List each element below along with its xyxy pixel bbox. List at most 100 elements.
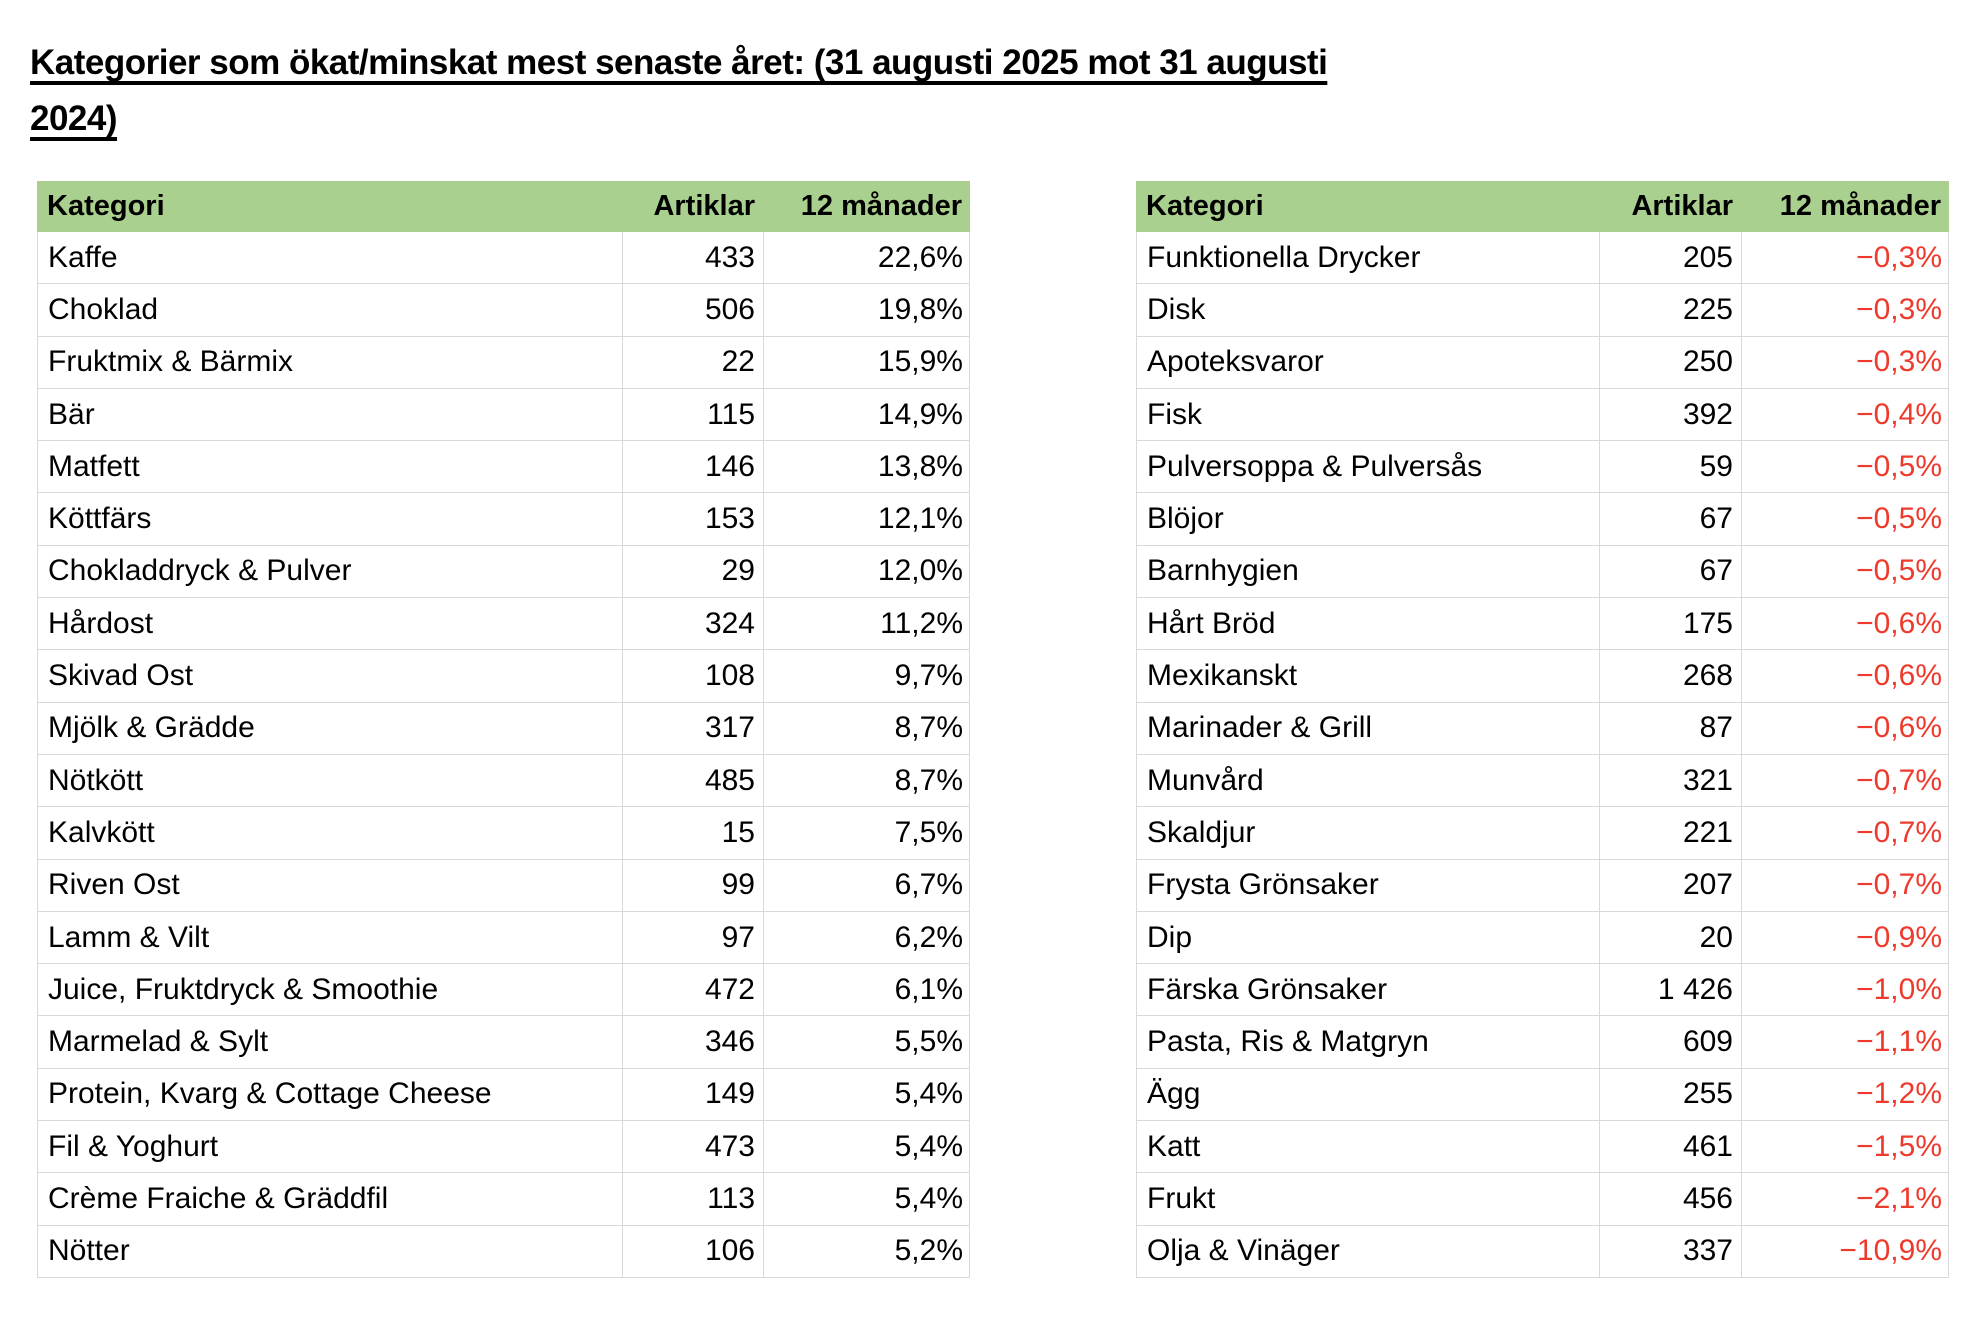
category-cell: Fisk: [1137, 388, 1600, 441]
category-cell: Pasta, Ris & Matgryn: [1137, 1016, 1600, 1068]
articles-count-cell: 317: [623, 702, 764, 754]
articles-count-cell: 15: [623, 807, 764, 859]
articles-count-cell: 113: [623, 1173, 764, 1225]
change-percent-cell: 8,7%: [894, 711, 963, 745]
table-row: Mexikanskt 268 −0,6%: [1137, 650, 1948, 703]
articles-count-cell: 346: [623, 1016, 764, 1068]
change-percent-cell: 9,7%: [894, 659, 963, 693]
table-row: Pulversoppa & Pulversås 59 −0,5%: [1137, 441, 1948, 494]
change-percent-cell: −0,6%: [1856, 659, 1942, 693]
category-cell: Frukt: [1137, 1173, 1600, 1225]
change-percent-cell: −0,6%: [1856, 606, 1942, 640]
change-percent-cell: −0,3%: [1856, 345, 1942, 379]
articles-count-cell: 59: [1600, 441, 1742, 493]
category-cell: Nötkött: [38, 754, 623, 807]
category-cell: Disk: [1137, 284, 1600, 336]
table-row: Hårdost 324 11,2%: [38, 598, 969, 651]
change-percent-cell: 12,1%: [877, 502, 963, 536]
table-row: Nötter 106 5,2%: [38, 1225, 969, 1278]
category-cell: Dip: [1137, 911, 1600, 964]
table-row: Olja & Vinäger 337 −10,9%: [1137, 1225, 1948, 1278]
change-percent-cell: 13,8%: [877, 449, 963, 483]
table-row: Marmelad & Sylt 346 5,5%: [38, 1016, 969, 1069]
increased-categories-table: Kategori Artiklar 12 månader Kaffe 433 22,…: [37, 181, 970, 1278]
category-cell: Funktionella Drycker: [1137, 232, 1600, 284]
change-percent-cell: −10,9%: [1839, 1234, 1942, 1268]
category-cell: Blöjor: [1137, 493, 1600, 545]
articles-count-cell: 67: [1600, 545, 1742, 598]
articles-count-cell: 225: [1600, 284, 1742, 336]
table-row: Barnhygien 67 −0,5%: [1137, 545, 1948, 599]
table-row: Matfett 146 13,8%: [38, 441, 969, 494]
category-cell: Riven Ost: [38, 859, 623, 911]
change-percent-cell: −0,5%: [1856, 554, 1942, 588]
table-row: Kalvkött 15 7,5%: [38, 807, 969, 860]
column-header-12-manader: 12 månader: [800, 190, 962, 222]
change-percent-cell: −0,7%: [1856, 868, 1942, 902]
table-body: Kaffe 433 22,6% Choklad 506 19,8% Fruktmix & B…: [37, 232, 970, 1278]
articles-count-cell: 1 426: [1600, 964, 1742, 1016]
articles-count-cell: 67: [1600, 493, 1742, 545]
table-row: Fil & Yoghurt 473 5,4%: [38, 1121, 969, 1174]
table-row: Pasta, Ris & Matgryn 609 −1,1%: [1137, 1016, 1948, 1069]
articles-count-cell: 22: [623, 336, 764, 388]
table-row: Chokladdryck & Pulver 29 12,0%: [38, 545, 969, 599]
category-cell: Skivad Ost: [38, 650, 623, 702]
change-percent-cell: −0,3%: [1856, 292, 1942, 326]
table-row: Lamm & Vilt 97 6,2%: [38, 911, 969, 965]
table-row: Skivad Ost 108 9,7%: [38, 650, 969, 703]
articles-count-cell: 456: [1600, 1173, 1742, 1225]
articles-count-cell: 337: [1600, 1225, 1742, 1277]
articles-count-cell: 97: [623, 911, 764, 964]
table-header-row: Kategori Artiklar 12 månader: [1136, 181, 1949, 232]
table-row: Marinader & Grill 87 −0,6%: [1137, 702, 1948, 755]
category-cell: Hårt Bröd: [1137, 598, 1600, 650]
table-row: Munvård 321 −0,7%: [1137, 754, 1948, 808]
category-cell: Choklad: [38, 284, 623, 336]
page-title-line1: Kategorier som ökat/minskat mest senaste…: [30, 43, 1328, 83]
change-percent-cell: −1,2%: [1856, 1077, 1942, 1111]
table-row: Funktionella Drycker 205 −0,3%: [1137, 232, 1948, 285]
articles-count-cell: 146: [623, 441, 764, 493]
change-percent-cell: −0,7%: [1856, 815, 1942, 849]
change-percent-cell: −1,5%: [1856, 1129, 1942, 1163]
page-title-line2: 2024): [30, 99, 118, 139]
articles-count-cell: 268: [1600, 650, 1742, 702]
table-row: Juice, Fruktdryck & Smoothie 472 6,1%: [38, 964, 969, 1017]
articles-count-cell: 108: [623, 650, 764, 702]
category-cell: Juice, Fruktdryck & Smoothie: [38, 964, 623, 1016]
articles-count-cell: 250: [1600, 336, 1742, 388]
articles-count-cell: 221: [1600, 807, 1742, 859]
column-header-kategori: Kategori: [47, 190, 165, 222]
change-percent-cell: 5,2%: [894, 1234, 963, 1268]
table-row: Köttfärs 153 12,1%: [38, 493, 969, 546]
column-header-artiklar: Artiklar: [653, 190, 755, 222]
change-percent-cell: 6,1%: [894, 972, 963, 1006]
table-row: Mjölk & Grädde 317 8,7%: [38, 702, 969, 755]
table-body: Funktionella Drycker 205 −0,3% Disk 225 −0,3%…: [1136, 232, 1949, 1278]
articles-count-cell: 149: [623, 1068, 764, 1121]
change-percent-cell: −0,9%: [1856, 920, 1942, 954]
articles-count-cell: 485: [623, 754, 764, 807]
change-percent-cell: −1,0%: [1856, 972, 1942, 1006]
table-row: Kaffe 433 22,6%: [38, 232, 969, 285]
table-row: Crème Fraiche & Gräddfil 113 5,4%: [38, 1173, 969, 1226]
category-cell: Bär: [38, 388, 623, 441]
change-percent-cell: 5,4%: [894, 1181, 963, 1215]
table-row: Disk 225 −0,3%: [1137, 284, 1948, 337]
change-percent-cell: 15,9%: [877, 345, 963, 379]
category-cell: Lamm & Vilt: [38, 911, 623, 964]
table-row: Ägg 255 −1,2%: [1137, 1068, 1948, 1122]
change-percent-cell: −0,5%: [1856, 449, 1942, 483]
table-row: Frukt 456 −2,1%: [1137, 1173, 1948, 1226]
articles-count-cell: 115: [623, 388, 764, 441]
articles-count-cell: 255: [1600, 1068, 1742, 1121]
articles-count-cell: 175: [1600, 598, 1742, 650]
category-cell: Pulversoppa & Pulversås: [1137, 441, 1600, 493]
column-header-12-manader: 12 månader: [1779, 190, 1941, 222]
category-cell: Fil & Yoghurt: [38, 1121, 623, 1173]
change-percent-cell: −0,4%: [1856, 397, 1942, 431]
category-cell: Matfett: [38, 441, 623, 493]
articles-count-cell: 609: [1600, 1016, 1742, 1068]
change-percent-cell: −0,7%: [1856, 763, 1942, 797]
